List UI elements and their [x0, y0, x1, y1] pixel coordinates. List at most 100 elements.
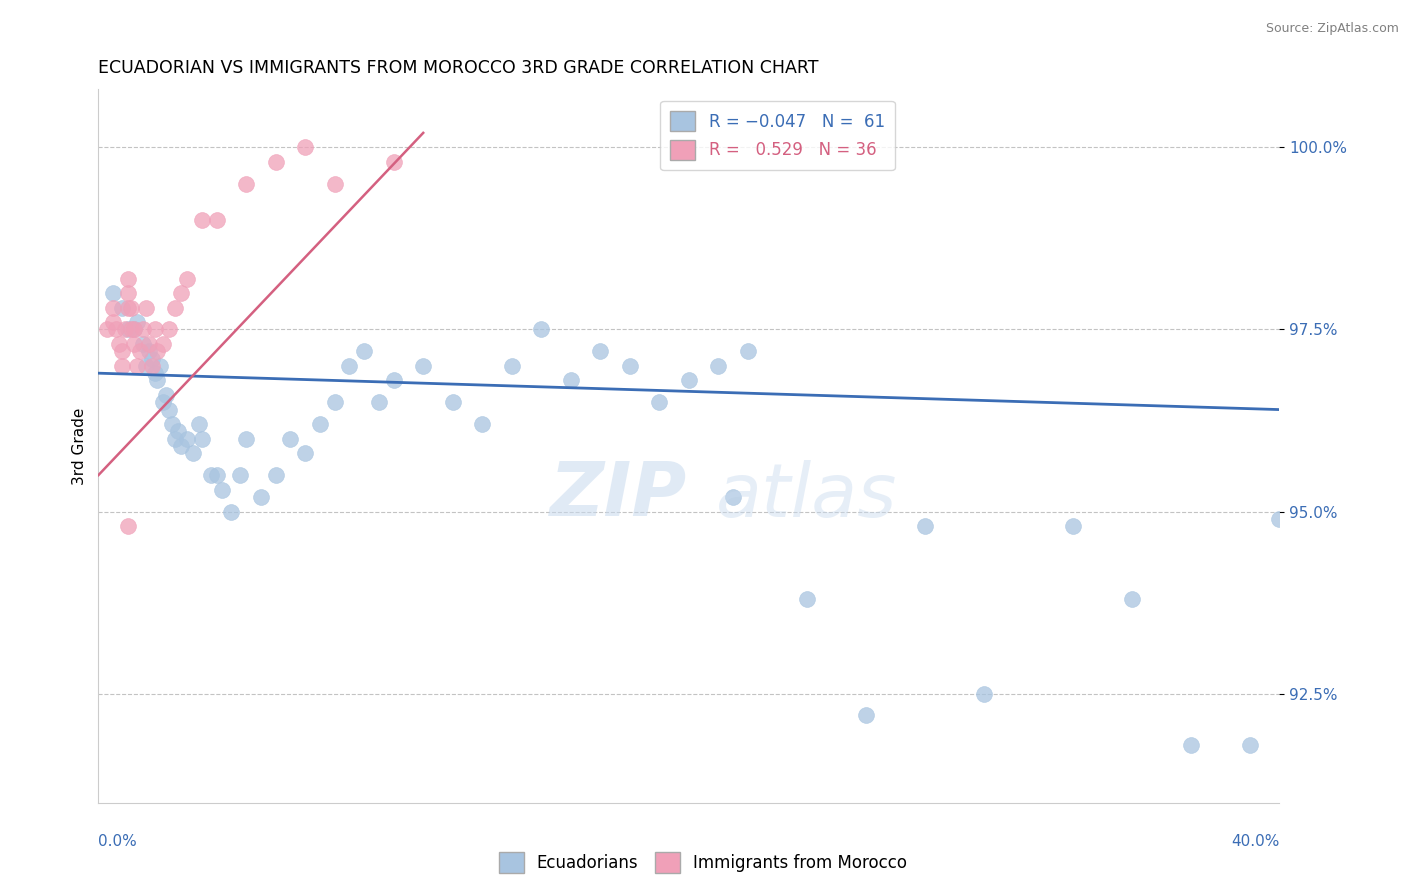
Point — [162, 417, 183, 432]
Point — [117, 301, 139, 315]
Point — [205, 468, 228, 483]
Point — [157, 402, 180, 417]
Point — [111, 301, 134, 315]
Point — [1062, 519, 1084, 533]
Point — [149, 359, 172, 373]
Point — [103, 301, 125, 315]
Text: ECUADORIAN VS IMMIGRANTS FROM MOROCCO 3RD GRADE CORRELATION CHART: ECUADORIAN VS IMMIGRANTS FROM MOROCCO 3R… — [98, 59, 818, 77]
Point — [855, 708, 877, 723]
Point — [235, 177, 257, 191]
Legend: Ecuadorians, Immigrants from Morocco: Ecuadorians, Immigrants from Morocco — [492, 846, 914, 880]
Point — [122, 322, 145, 336]
Point — [619, 359, 641, 373]
Point — [120, 301, 142, 315]
Point — [1268, 512, 1291, 526]
Point — [122, 322, 145, 336]
Point — [176, 271, 198, 285]
Text: ZIP: ZIP — [550, 459, 686, 533]
Point — [191, 213, 214, 227]
Point — [264, 155, 287, 169]
Point — [648, 395, 671, 409]
Point — [135, 359, 157, 373]
Point — [152, 337, 174, 351]
Point — [1180, 738, 1202, 752]
Point — [105, 322, 128, 336]
Point — [120, 322, 142, 336]
Point — [135, 301, 157, 315]
Legend: R = −0.047   N =  61, R =   0.529   N = 36: R = −0.047 N = 61, R = 0.529 N = 36 — [661, 101, 894, 170]
Point — [219, 504, 243, 518]
Point — [229, 468, 252, 483]
Point — [117, 286, 139, 301]
Point — [170, 439, 193, 453]
Point — [294, 446, 316, 460]
Point — [200, 468, 222, 483]
Text: 0.0%: 0.0% — [98, 834, 138, 849]
Point — [143, 366, 166, 380]
Point — [141, 351, 163, 366]
Point — [111, 359, 134, 373]
Point — [146, 374, 169, 388]
Point — [250, 490, 273, 504]
Point — [382, 374, 405, 388]
Point — [152, 395, 174, 409]
Point — [235, 432, 257, 446]
Point — [165, 432, 187, 446]
Point — [117, 322, 139, 336]
Point — [412, 359, 434, 373]
Point — [108, 337, 131, 351]
Point — [368, 395, 391, 409]
Point — [155, 388, 177, 402]
Point — [796, 591, 818, 606]
Point — [530, 322, 553, 336]
Point — [141, 359, 163, 373]
Text: atlas: atlas — [716, 460, 898, 532]
Point — [382, 155, 405, 169]
Point — [471, 417, 494, 432]
Point — [914, 519, 936, 533]
Point — [1239, 738, 1261, 752]
Point — [128, 344, 150, 359]
Point — [678, 374, 700, 388]
Point — [181, 446, 204, 460]
Text: 40.0%: 40.0% — [1232, 834, 1279, 849]
Point — [146, 344, 169, 359]
Point — [111, 344, 134, 359]
Point — [125, 315, 148, 329]
Point — [560, 374, 582, 388]
Point — [125, 359, 148, 373]
Point — [309, 417, 332, 432]
Point — [441, 395, 464, 409]
Point — [157, 322, 180, 336]
Point — [138, 344, 160, 359]
Point — [264, 468, 287, 483]
Point — [132, 337, 155, 351]
Point — [323, 177, 346, 191]
Point — [96, 322, 118, 336]
Point — [122, 337, 145, 351]
Point — [114, 322, 136, 336]
Point — [278, 432, 302, 446]
Point — [167, 425, 190, 439]
Point — [143, 322, 166, 336]
Point — [501, 359, 523, 373]
Point — [103, 315, 125, 329]
Point — [707, 359, 730, 373]
Point — [205, 213, 228, 227]
Point — [117, 519, 139, 533]
Point — [337, 359, 360, 373]
Y-axis label: 3rd Grade: 3rd Grade — [72, 408, 87, 484]
Point — [589, 344, 612, 359]
Point — [170, 286, 193, 301]
Point — [191, 432, 214, 446]
Point — [187, 417, 209, 432]
Point — [165, 301, 187, 315]
Text: Source: ZipAtlas.com: Source: ZipAtlas.com — [1265, 22, 1399, 36]
Point — [353, 344, 375, 359]
Point — [117, 271, 139, 285]
Point — [1121, 591, 1143, 606]
Point — [138, 337, 160, 351]
Point — [176, 432, 198, 446]
Point — [973, 687, 995, 701]
Point — [294, 140, 316, 154]
